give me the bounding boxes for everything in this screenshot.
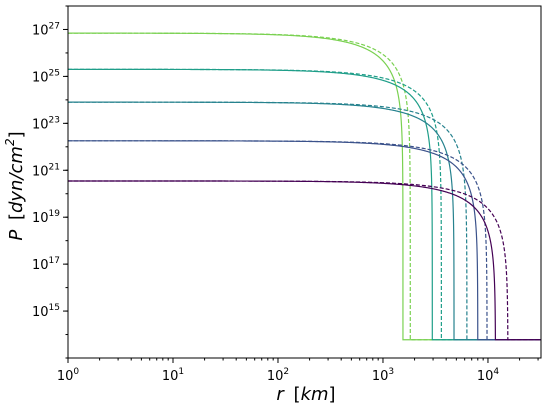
series-layer xyxy=(67,32,541,341)
x-axis-label: r [km] xyxy=(276,384,335,405)
x-tick-label: 101 xyxy=(162,367,184,384)
y-tick-label: 1019 xyxy=(32,209,60,226)
y-axis-ticks: 1015 1017 1019 1021 1023 1025 1027 xyxy=(32,5,68,359)
y-tick-label: 1027 xyxy=(32,21,60,38)
y-tick-label: 1021 xyxy=(32,162,60,179)
y-tick-label: 1017 xyxy=(32,256,60,273)
series-line-s9 xyxy=(68,180,541,341)
series-line-s2 xyxy=(68,32,541,341)
x-tick-label: 104 xyxy=(477,367,500,384)
x-axis-ticks: 100 101 102 103 104 xyxy=(57,358,539,384)
y-tick-label: 1023 xyxy=(32,115,60,132)
x-tick-label: 103 xyxy=(372,367,394,384)
series-line-s8 xyxy=(68,140,541,341)
series-line-s7 xyxy=(68,140,541,341)
x-tick-label: 100 xyxy=(57,367,80,384)
series-line-s5 xyxy=(68,101,541,341)
series-line-s10 xyxy=(68,180,541,341)
y-tick-label: 1015 xyxy=(32,303,60,320)
series-line-s6 xyxy=(68,101,541,341)
series-line-s1 xyxy=(68,32,541,341)
series-line-s3 xyxy=(67,68,541,341)
y-axis-label: P [dyn/cm2] xyxy=(3,131,27,240)
y-tick-label: 1025 xyxy=(32,68,60,85)
series-line-s4 xyxy=(68,68,541,341)
plot-frame xyxy=(67,5,542,359)
x-tick-label: 102 xyxy=(267,367,289,384)
